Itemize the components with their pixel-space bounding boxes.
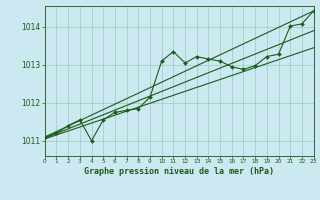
X-axis label: Graphe pression niveau de la mer (hPa): Graphe pression niveau de la mer (hPa)	[84, 167, 274, 176]
